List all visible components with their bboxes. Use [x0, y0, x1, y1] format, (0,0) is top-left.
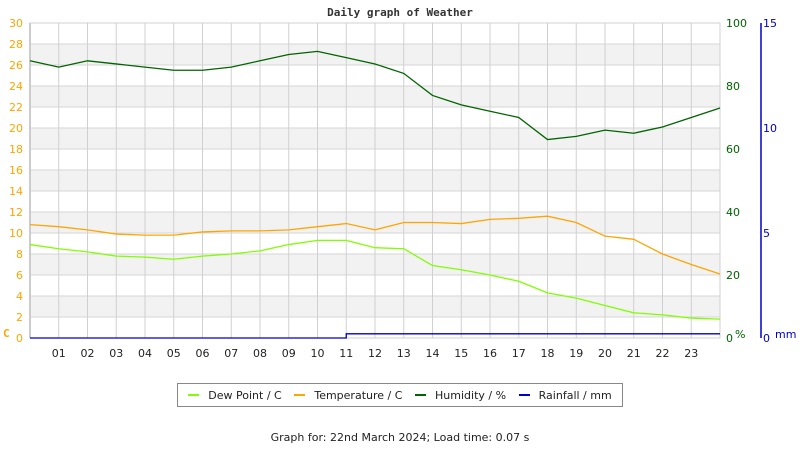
svg-text:6: 6	[16, 269, 23, 282]
svg-text:60: 60	[726, 143, 740, 156]
series-line	[29, 239, 721, 320]
series-line	[29, 215, 721, 275]
svg-text:20: 20	[9, 122, 23, 135]
series-line	[30, 333, 720, 339]
svg-text:10: 10	[311, 347, 325, 360]
svg-text:C: C	[3, 327, 10, 340]
svg-text:20: 20	[726, 269, 740, 282]
svg-text:%: %	[735, 328, 745, 341]
svg-text:17: 17	[512, 347, 526, 360]
legend: Dew Point / C Temperature / C Humidity /…	[177, 383, 623, 407]
legend-item-dew-point: Dew Point / C	[188, 388, 282, 402]
svg-text:09: 09	[282, 347, 296, 360]
svg-text:02: 02	[81, 347, 95, 360]
humidity-swatch-icon	[415, 394, 427, 396]
svg-text:28: 28	[9, 38, 23, 51]
svg-text:26: 26	[9, 59, 23, 72]
svg-text:0: 0	[16, 332, 23, 345]
svg-text:30: 30	[9, 17, 23, 30]
svg-text:23: 23	[684, 347, 698, 360]
svg-text:08: 08	[253, 347, 267, 360]
legend-label: Rainfall / mm	[538, 388, 612, 402]
legend-item-temperature: Temperature / C	[294, 389, 402, 402]
legend-label: Dew Point / C	[208, 388, 282, 402]
legend-item-rainfall: Rainfall / mm	[518, 388, 612, 402]
svg-text:16: 16	[9, 164, 23, 177]
svg-text:0: 0	[726, 332, 733, 345]
svg-text:10: 10	[9, 227, 23, 240]
svg-text:05: 05	[167, 347, 181, 360]
svg-text:15: 15	[763, 17, 777, 30]
rainfall-swatch-icon	[518, 394, 530, 396]
svg-text:5: 5	[763, 227, 770, 240]
svg-text:22: 22	[9, 101, 23, 114]
svg-text:04: 04	[138, 347, 152, 360]
temperature-swatch-icon	[294, 394, 306, 396]
chart-title: Daily graph of Weather	[327, 6, 473, 19]
svg-text:19: 19	[569, 347, 583, 360]
svg-text:16: 16	[483, 347, 497, 360]
svg-text:40: 40	[726, 206, 740, 219]
svg-text:100: 100	[726, 17, 747, 30]
svg-text:18: 18	[541, 347, 555, 360]
svg-text:14: 14	[426, 347, 440, 360]
footer-status: Graph for: 22nd March 2024; Load time: 0…	[270, 431, 530, 444]
svg-text:01: 01	[52, 347, 66, 360]
series-line	[29, 50, 721, 141]
dew-point-swatch-icon	[188, 394, 200, 396]
svg-text:2: 2	[16, 311, 23, 324]
svg-text:80: 80	[726, 80, 740, 93]
svg-text:10: 10	[763, 122, 777, 135]
legend-item-humidity: Humidity / %	[415, 389, 506, 402]
legend-label: Temperature / C	[314, 388, 403, 402]
legend-label: Humidity / %	[435, 388, 507, 402]
svg-text:07: 07	[224, 347, 238, 360]
svg-text:20: 20	[598, 347, 612, 360]
svg-text:15: 15	[454, 347, 468, 360]
svg-text:4: 4	[16, 290, 23, 303]
svg-text:12: 12	[368, 347, 382, 360]
svg-text:18: 18	[9, 143, 23, 156]
svg-text:13: 13	[397, 347, 411, 360]
svg-text:06: 06	[196, 347, 210, 360]
svg-text:21: 21	[627, 347, 641, 360]
svg-text:14: 14	[9, 185, 23, 198]
svg-text:12: 12	[9, 206, 23, 219]
svg-text:03: 03	[109, 347, 123, 360]
svg-text:8: 8	[16, 248, 23, 261]
svg-text:24: 24	[9, 80, 23, 93]
svg-text:mm: mm	[775, 328, 796, 341]
svg-text:22: 22	[656, 347, 670, 360]
svg-text:0: 0	[763, 332, 770, 345]
svg-text:11: 11	[339, 347, 353, 360]
